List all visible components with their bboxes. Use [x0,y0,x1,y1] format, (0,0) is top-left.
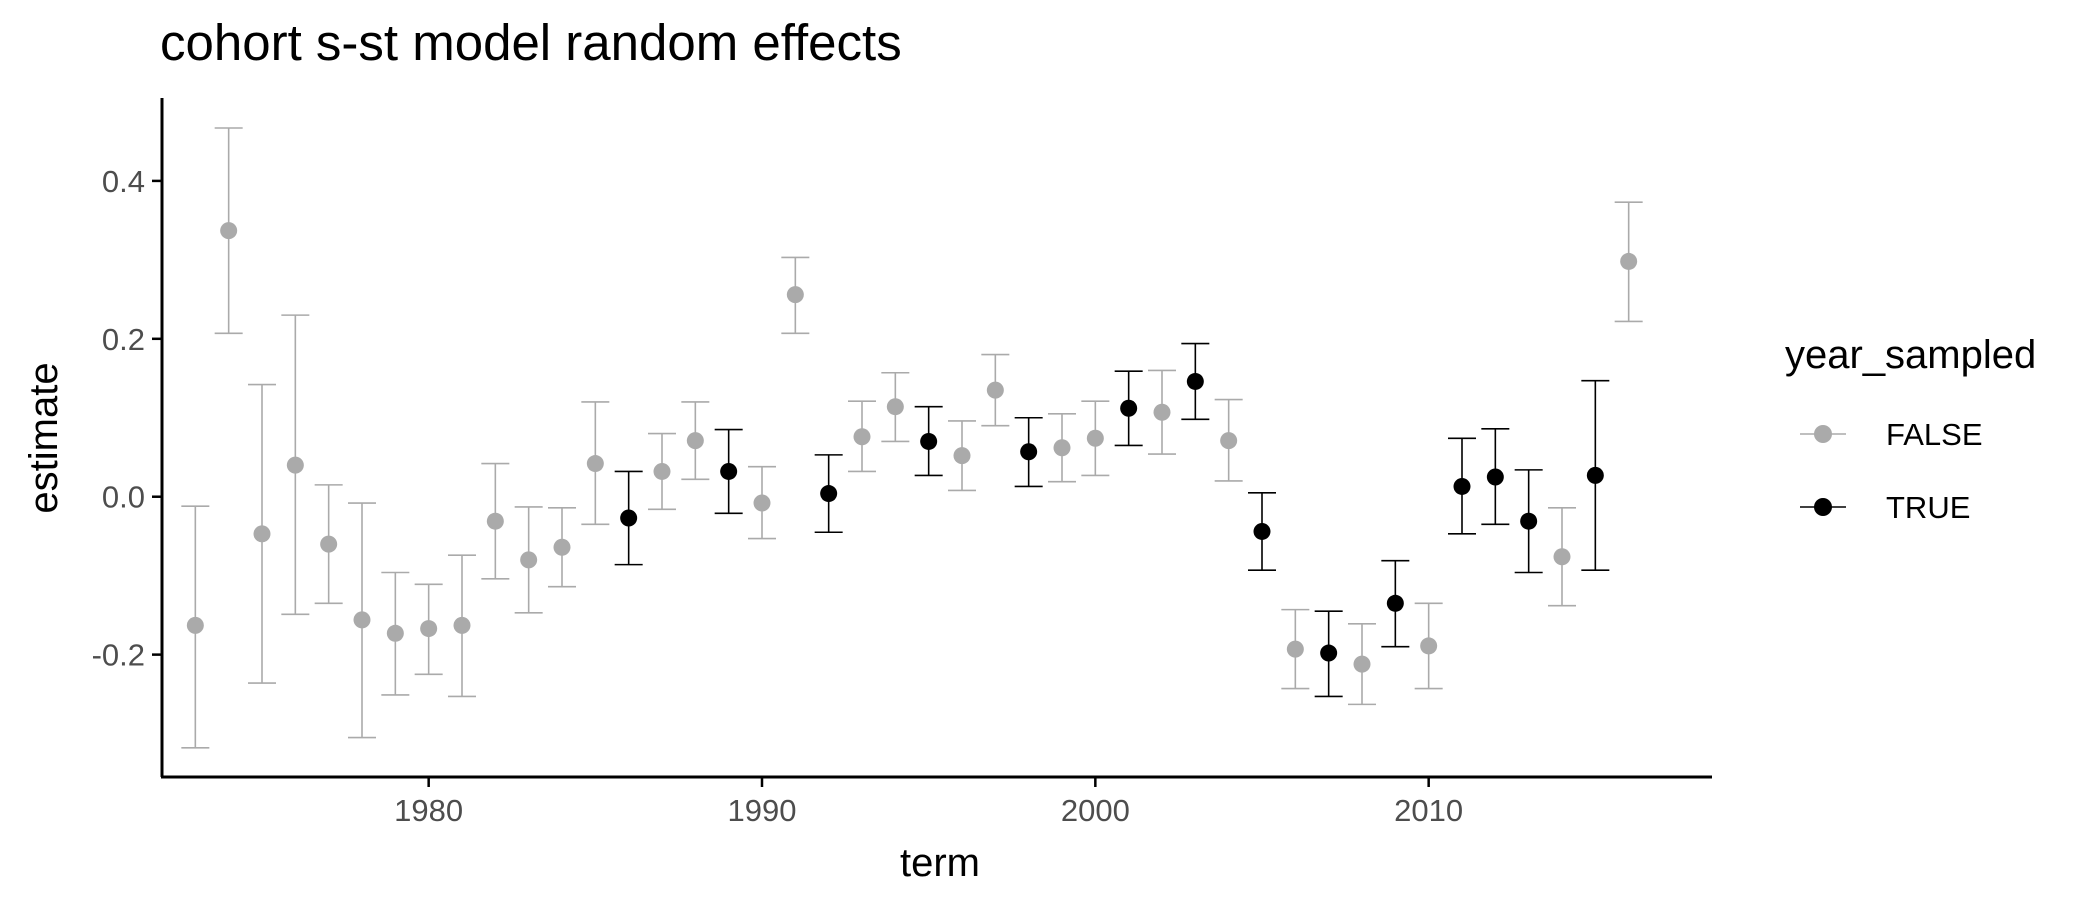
x-tick-label: 1990 [728,793,797,828]
data-point [786,286,804,304]
data-point [720,462,738,480]
data-point [1420,637,1438,655]
data-point [886,398,904,416]
data-point [1553,548,1571,566]
data-point [1586,466,1604,484]
data-point [920,432,938,450]
data-point [986,381,1004,399]
data-point [753,494,771,512]
data-point [386,624,404,642]
data-point [1186,372,1204,390]
plot-area [181,127,1643,749]
y-axis-title: estimate [22,362,66,513]
x-axis-title: term [900,841,980,885]
data-point [553,538,571,556]
data-point [586,455,604,473]
data-point [320,535,338,553]
x-tick-label: 2000 [1061,793,1130,828]
y-tick-label: 0.2 [102,322,145,357]
y-tick-label: 0.0 [102,480,145,515]
legend-key-point [1814,498,1832,516]
data-point [686,432,704,450]
data-point [1053,439,1071,457]
data-point [253,525,271,543]
x-axis-ticks: 1980 1990 2000 2010 [394,777,1463,828]
data-point [1320,644,1338,662]
data-point [820,485,838,503]
data-point [1120,399,1138,417]
y-tick-label: -0.2 [92,638,145,673]
y-axis-ticks: -0.2 0.0 0.2 0.4 [92,164,162,673]
x-tick-label: 1980 [394,793,463,828]
data-point [1453,477,1471,495]
data-point [420,620,438,638]
data-point [620,509,638,527]
data-point [1253,522,1271,540]
data-point [1520,512,1538,530]
data-point [1220,432,1238,450]
chart-title: cohort s-st model random effects [160,14,902,71]
data-point [1620,252,1638,270]
legend: year_sampled FALSE TRUE [1785,333,2036,525]
data-point [220,222,238,240]
data-point [486,512,504,530]
legend-key-point [1814,425,1832,443]
data-point [1086,429,1104,447]
data-point [853,428,871,446]
x-tick-label: 2010 [1394,793,1463,828]
y-tick-label: 0.4 [102,164,145,199]
data-point [1386,594,1404,612]
data-point [1020,443,1038,461]
data-point [286,456,304,474]
data-point [953,447,971,465]
data-point [1486,468,1504,486]
data-point [520,551,538,569]
data-point [353,611,371,629]
data-point [186,616,204,634]
legend-label: FALSE [1886,417,1983,452]
legend-entries: FALSE TRUE [1800,417,1983,525]
data-point [653,462,671,480]
data-point [453,616,471,634]
data-point [1353,655,1371,673]
data-point [1153,403,1171,421]
legend-label: TRUE [1886,490,1970,525]
data-point [1286,640,1304,658]
legend-title: year_sampled [1785,333,2036,377]
